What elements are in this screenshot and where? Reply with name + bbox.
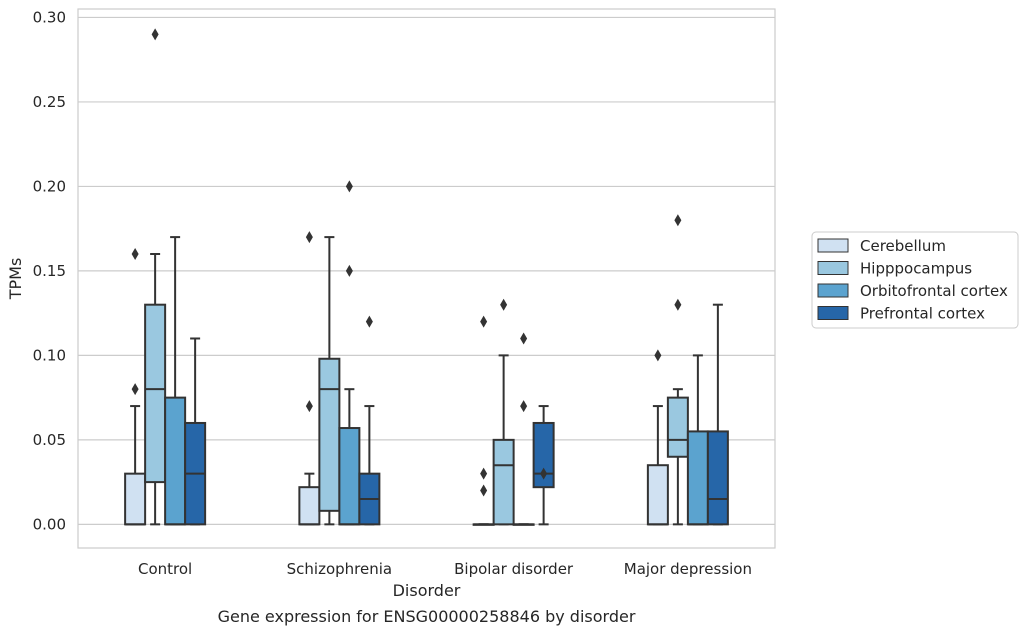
x-axis-label: Disorder [393,581,461,600]
x-axis-ticks: Control Schizophrenia Bipolar disorder Majo… [138,560,752,578]
outlier-point [520,400,528,413]
box-body [666,396,689,458]
box-cerebellum [472,315,495,526]
x-tick-label: Control [138,560,192,578]
outlier-point [305,231,313,244]
legend-label: Hipppocampus [860,260,972,278]
outlier-point [500,298,508,311]
outlier-point [480,467,488,480]
box-body [124,472,147,526]
box-orbitofrontal-cortex [686,354,709,526]
box-hipppocampus [492,298,515,526]
outlier-point [654,349,662,362]
y-tick-label: 0.00 [33,515,66,533]
box-cerebellum [298,231,321,526]
y-tick-label: 0.10 [33,346,66,364]
y-tick-label: 0.20 [33,177,66,195]
box-cerebellum [124,248,147,526]
box-body [686,430,709,526]
outlier-point [131,248,139,260]
legend-swatch [817,306,849,320]
outlier-point [520,332,528,345]
legend-swatch [817,283,849,298]
box-body [318,357,341,512]
chart-caption: Gene expression for ENSG00000258846 by d… [218,607,636,626]
outlier-point [480,315,488,328]
box-body [298,486,321,526]
box-cerebellum [646,349,669,526]
outlier-point [674,298,682,311]
box-hipppocampus [144,28,167,526]
outlier-point [674,214,682,227]
box-body [646,464,669,526]
y-tick-label: 0.05 [33,431,66,449]
y-axis-ticks: 0.00 0.05 0.10 0.15 0.20 0.25 0.30 [33,8,66,533]
outlier-point [345,264,353,277]
legend-swatch [817,261,849,275]
x-tick-label: Schizophrenia [287,560,392,578]
outlier-point [151,28,159,41]
y-axis-label: TPMs [6,258,25,301]
outlier-point [365,315,373,328]
box-plot-marks [124,28,729,526]
outlier-point [480,484,488,497]
box-prefrontal-cortex [532,405,555,526]
legend-label: Cerebellum [860,237,946,255]
legend: Cerebellum Hipppocampus Orbitofrontal cort… [811,231,1019,329]
legend-label: Orbitofrontal cortex [860,282,1008,300]
box-hipppocampus [318,236,341,526]
box-body [532,421,555,489]
box-body [164,396,187,526]
box-orbitofrontal-cortex [338,180,361,526]
outlier-point [305,400,313,413]
legend-swatch [817,238,849,253]
box-orbitofrontal-cortex [164,236,187,526]
outlier-point [540,467,548,480]
outlier-point [131,383,139,396]
box-prefrontal-cortex [358,315,381,526]
y-tick-label: 0.15 [33,262,66,280]
outlier-point [345,180,353,193]
x-tick-label: Major depression [624,560,752,578]
box-body [144,303,167,484]
box-body [492,438,515,526]
box-body [338,427,361,526]
box-prefrontal-cortex [184,337,207,526]
box-orbitofrontal-cortex [512,332,535,526]
legend-label: Prefrontal cortex [860,305,985,323]
box-hipppocampus [666,214,689,526]
box-prefrontal-cortex [706,303,729,526]
y-tick-label: 0.25 [33,93,66,111]
box-body [706,430,729,526]
plot-frame [77,8,776,549]
x-tick-label: Bipolar disorder [454,560,574,578]
y-tick-label: 0.30 [33,8,66,26]
legend-frame [811,231,1019,329]
